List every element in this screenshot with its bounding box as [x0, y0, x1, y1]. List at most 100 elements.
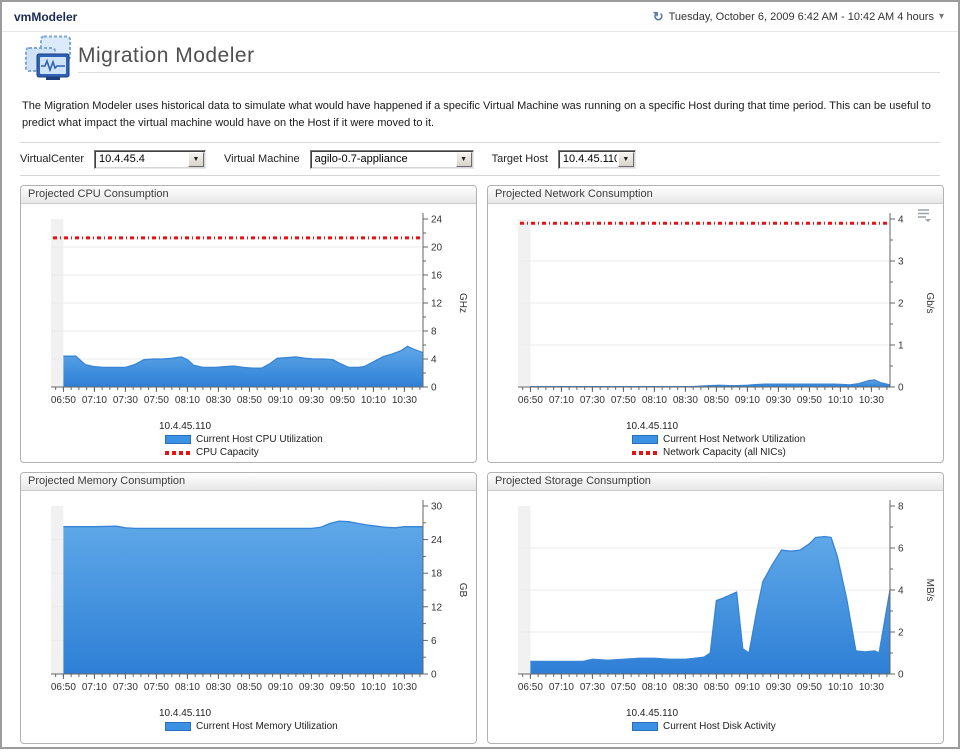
svg-text:08:10: 08:10: [642, 682, 667, 693]
svg-text:MB/s: MB/s: [924, 579, 935, 602]
filter-bar: VirtualCenter 10.4.45.4 ▼ Virtual Machin…: [20, 143, 940, 175]
svg-text:10:10: 10:10: [361, 682, 386, 693]
svg-text:07:30: 07:30: [580, 682, 605, 693]
legend-item-label: Network Capacity (all NICs): [663, 447, 786, 459]
svg-text:08:50: 08:50: [237, 395, 262, 406]
panel-projected-cpu-consumption: Projected CPU Consumption 0 4 8 12 16 20 24 GHz…: [20, 185, 477, 464]
svg-text:08:30: 08:30: [673, 395, 698, 406]
panel-projected-network-consumption: Projected Network Consumption 0 1 2 3 4 Gb/s 0…: [487, 185, 944, 464]
panel-body: 0 6 12 18 24 30 GB 06:50 07:10 07:30 07:50 08:10 08:…: [21, 491, 476, 732]
svg-text:20: 20: [431, 243, 443, 254]
page-header: Migration Modeler: [20, 32, 940, 86]
svg-text:10:30: 10:30: [392, 682, 417, 693]
panel-title: Projected Network Consumption: [488, 186, 943, 205]
svg-text:08:30: 08:30: [206, 682, 231, 693]
svg-text:07:10: 07:10: [82, 395, 107, 406]
target-host-select[interactable]: 10.4.45.110 ▼: [557, 149, 636, 169]
svg-text:07:30: 07:30: [113, 682, 138, 693]
svg-text:06:50: 06:50: [518, 682, 543, 693]
svg-text:09:10: 09:10: [268, 682, 293, 693]
svg-text:2: 2: [898, 628, 904, 639]
storage-chart-legend: 10.4.45.110 Current Host Disk Activity: [626, 708, 943, 732]
svg-text:07:50: 07:50: [144, 395, 169, 406]
svg-text:07:50: 07:50: [144, 682, 169, 693]
svg-text:0: 0: [431, 383, 437, 394]
virtual-machine-select[interactable]: agilo-0.7-appliance ▼: [309, 149, 474, 169]
svg-text:08:50: 08:50: [704, 395, 729, 406]
panel-title: Projected CPU Consumption: [21, 186, 476, 205]
svg-text:08:10: 08:10: [175, 395, 200, 406]
svg-text:08:30: 08:30: [673, 682, 698, 693]
svg-text:07:50: 07:50: [611, 395, 636, 406]
legend-item: CPU Capacity: [165, 447, 476, 458]
cpu-chart-legend: 10.4.45.110 Current Host CPU Utilization C…: [159, 421, 476, 458]
svg-text:24: 24: [431, 535, 443, 546]
legend-host-label: 10.4.45.110: [159, 708, 212, 720]
svg-text:07:10: 07:10: [82, 682, 107, 693]
divider: [20, 142, 940, 144]
panel-projected-storage-consumption: Projected Storage Consumption 0 2 4 6 8 MB/s 0…: [487, 472, 944, 745]
svg-text:09:10: 09:10: [735, 682, 760, 693]
memory-chart-legend: 10.4.45.110 Current Host Memory Utilizati…: [159, 708, 476, 732]
svg-text:1: 1: [898, 341, 904, 352]
network-consumption-chart: 0 1 2 3 4 Gb/s 06:50 07:10 07:30 07:50 08:10 08:30 0…: [518, 213, 935, 406]
svg-text:07:30: 07:30: [580, 395, 605, 406]
svg-text:10:10: 10:10: [361, 395, 386, 406]
chart-menu-icon[interactable]: [917, 208, 931, 223]
series-swatch: [632, 435, 658, 445]
svg-text:10:10: 10:10: [828, 395, 853, 406]
virtualcenter-select[interactable]: 10.4.45.4 ▼: [94, 149, 206, 169]
dropdown-arrow-icon: ▼: [455, 151, 472, 167]
svg-text:06:50: 06:50: [518, 395, 543, 406]
memory-consumption-chart: 0 6 12 18 24 30 GB 06:50 07:10 07:30 07:50 08:10 08:…: [51, 500, 468, 693]
virtual-machine-value: agilo-0.7-appliance: [314, 153, 408, 166]
panel-body: 0 1 2 3 4 Gb/s 06:50 07:10 07:30 07:50 08:10 08:30 0…: [488, 204, 943, 458]
chevron-down-icon: ▾: [938, 11, 944, 22]
svg-text:12: 12: [431, 602, 443, 613]
target-host-value: 10.4.45.110: [562, 153, 617, 166]
virtualcenter-label: VirtualCenter: [20, 153, 84, 166]
svg-text:10:30: 10:30: [859, 395, 884, 406]
svg-text:8: 8: [898, 502, 904, 513]
page-content: Migration Modeler The Migration Modeler …: [2, 32, 958, 745]
svg-text:09:30: 09:30: [766, 395, 791, 406]
series-swatch: [165, 435, 191, 445]
svg-text:09:10: 09:10: [268, 395, 293, 406]
svg-text:09:30: 09:30: [299, 682, 324, 693]
legend-item-label: Current Host CPU Utilization: [196, 434, 323, 446]
dropdown-arrow-icon: ▼: [188, 151, 204, 167]
legend-item-label: CPU Capacity: [196, 447, 259, 459]
virtualcenter-value: 10.4.45.4: [99, 153, 145, 166]
svg-text:3: 3: [898, 257, 904, 268]
panel-title: Projected Storage Consumption: [488, 473, 943, 492]
app-title: vmModeler: [14, 9, 78, 24]
svg-text:6: 6: [431, 636, 437, 647]
svg-text:07:50: 07:50: [611, 682, 636, 693]
legend-item: Network Capacity (all NICs): [632, 447, 943, 458]
svg-text:07:10: 07:10: [549, 682, 574, 693]
svg-text:06:50: 06:50: [51, 395, 76, 406]
virtual-machine-label: Virtual Machine: [224, 153, 300, 166]
cpu-consumption-chart: 0 4 8 12 16 20 24 GHz 06:50 07:10 07:30 07:50 08:10 0…: [51, 213, 468, 406]
svg-text:0: 0: [898, 383, 904, 394]
svg-text:07:30: 07:30: [113, 395, 138, 406]
page-description: The Migration Modeler uses historical da…: [22, 100, 931, 130]
svg-text:09:30: 09:30: [766, 682, 791, 693]
time-range-control[interactable]: ↻ Tuesday, October 6, 2009 6:42 AM - 10:…: [653, 9, 944, 25]
svg-text:Gb/s: Gb/s: [924, 293, 935, 314]
panel-projected-memory-consumption: Projected Memory Consumption 0 6 12 18 24 30 G…: [20, 472, 477, 745]
svg-text:18: 18: [431, 569, 443, 580]
svg-text:4: 4: [898, 586, 904, 597]
legend-host-label: 10.4.45.110: [626, 708, 679, 720]
svg-text:10:30: 10:30: [392, 395, 417, 406]
panel-body: 0 4 8 12 16 20 24 GHz 06:50 07:10 07:30 07:50 08:10 0…: [21, 204, 476, 458]
svg-text:08:50: 08:50: [237, 682, 262, 693]
time-range-label: Tuesday, October 6, 2009 6:42 AM - 10:42…: [668, 10, 934, 23]
capacity-swatch: [165, 450, 192, 455]
svg-text:08:30: 08:30: [206, 395, 231, 406]
storage-consumption-chart: 0 2 4 6 8 MB/s 06:50 07:10 07:30 07:50 08:10 08:30 0…: [518, 500, 935, 693]
legend-item-label: Current Host Network Utilization: [663, 434, 806, 446]
panel-body: 0 2 4 6 8 MB/s 06:50 07:10 07:30 07:50 08:10 08:30 0…: [488, 491, 943, 732]
svg-text:07:10: 07:10: [549, 395, 574, 406]
